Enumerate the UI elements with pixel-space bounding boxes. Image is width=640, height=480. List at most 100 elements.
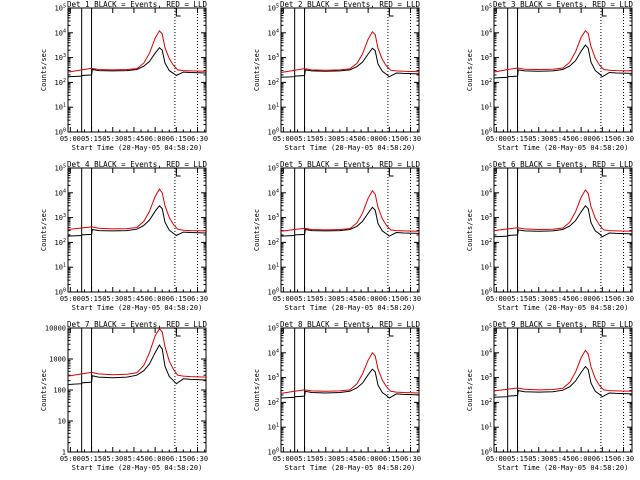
x-tick-label: 05:00 — [273, 295, 294, 303]
series-events — [67, 344, 207, 385]
x-tick-label: 06:30 — [400, 135, 421, 143]
y-tick-label: 103 — [268, 373, 279, 382]
top-bracket-marker — [175, 168, 181, 177]
x-tick-label: 06:15 — [166, 135, 187, 143]
x-tick-label: 05:00 — [60, 295, 81, 303]
y-tick-label: 100 — [53, 387, 66, 395]
series-events — [493, 44, 633, 79]
y-tick-label: 104 — [55, 28, 66, 37]
detector-panel-7: 1 10 100 1000 10000 05:00 05:15 05:30 05:45 06:00… — [40, 320, 208, 472]
plot-frame — [67, 327, 207, 453]
y-tick-label: 102 — [268, 398, 279, 407]
x-tick-label: 06:15 — [592, 295, 613, 303]
x-tick-label: 06:15 — [166, 295, 187, 303]
x-tick-label: 05:30 — [528, 455, 549, 463]
x-axis-label: Start Time (20-May-05 04:58:20) — [285, 144, 416, 152]
x-tick-label: 05:30 — [315, 295, 336, 303]
x-tick-label: 06:30 — [187, 455, 208, 463]
plot-frame — [493, 7, 633, 133]
x-tick-label: 06:00 — [145, 135, 166, 143]
series-lld — [493, 30, 633, 73]
y-tick-label: 102 — [55, 238, 66, 247]
y-axis-label: Counts/sec — [466, 49, 474, 91]
x-tick-label: 05:45 — [123, 135, 144, 143]
x-axis-label: Start Time (20-May-05 04:58:20) — [498, 144, 629, 152]
top-bracket-marker — [388, 168, 394, 177]
x-tick-label: 05:30 — [528, 135, 549, 143]
x-tick-label: 05:15 — [81, 135, 102, 143]
y-tick-label: 100 — [55, 288, 66, 297]
x-tick-label: 05:45 — [123, 455, 144, 463]
x-tick-label: 05:45 — [549, 455, 570, 463]
y-tick-label: 105 — [481, 164, 492, 173]
top-bracket-marker — [388, 8, 394, 17]
series-lld — [67, 188, 207, 232]
y-tick-label: 104 — [481, 188, 492, 197]
series-events — [280, 206, 420, 237]
y-tick-label: 100 — [268, 128, 279, 137]
y-tick-label: 100 — [481, 128, 492, 137]
series-events — [280, 368, 420, 399]
x-tick-label: 06:15 — [379, 455, 400, 463]
x-axis-label: Start Time (20-May-05 04:58:20) — [285, 464, 416, 472]
x-tick-label: 05:30 — [102, 135, 123, 143]
x-tick-label: 05:15 — [294, 295, 315, 303]
y-tick-label: 102 — [481, 78, 492, 87]
x-tick-label: 05:00 — [486, 295, 507, 303]
y-tick-label: 101 — [268, 103, 279, 112]
plot-frame — [67, 7, 207, 133]
y-tick-label: 104 — [481, 28, 492, 37]
panel-title: Det 9 BLACK = Events, RED = LLD — [493, 320, 633, 329]
panel-title: Det 6 BLACK = Events, RED = LLD — [493, 160, 633, 169]
y-tick-label: 101 — [268, 423, 279, 432]
y-axis-label: Counts/sec — [253, 369, 261, 411]
x-tick-label: 06:15 — [379, 295, 400, 303]
y-tick-label: 10 — [58, 418, 66, 426]
panel-title: Det 1 BLACK = Events, RED = LLD — [67, 0, 207, 9]
y-tick-label: 101 — [268, 263, 279, 272]
y-axis-label: Counts/sec — [253, 49, 261, 91]
x-tick-label: 06:00 — [358, 295, 379, 303]
y-tick-label: 105 — [268, 324, 279, 333]
x-tick-label: 05:15 — [81, 455, 102, 463]
x-tick-label: 05:00 — [60, 135, 81, 143]
y-tick-label: 102 — [268, 78, 279, 87]
x-tick-label: 06:00 — [358, 135, 379, 143]
y-axis-label: Counts/sec — [40, 369, 48, 411]
x-tick-label: 06:00 — [571, 295, 592, 303]
x-axis-label: Start Time (20-May-05 04:58:20) — [285, 304, 416, 312]
series-events — [493, 205, 633, 238]
x-tick-label: 06:00 — [145, 455, 166, 463]
x-tick-label: 05:30 — [315, 455, 336, 463]
y-tick-label: 103 — [55, 213, 66, 222]
x-tick-label: 06:30 — [613, 455, 634, 463]
series-events — [67, 46, 207, 78]
x-tick-label: 05:45 — [123, 295, 144, 303]
y-tick-label: 101 — [55, 103, 66, 112]
series-lld — [280, 30, 420, 73]
x-axis-label: Start Time (20-May-05 04:58:20) — [72, 144, 203, 152]
plot-frame — [280, 327, 420, 453]
y-axis-label: Counts/sec — [466, 369, 474, 411]
x-axis-label: Start Time (20-May-05 04:58:20) — [498, 464, 629, 472]
x-tick-label: 05:00 — [273, 455, 294, 463]
y-tick-label: 100 — [268, 288, 279, 297]
series-lld — [67, 327, 207, 378]
y-tick-label: 103 — [481, 213, 492, 222]
y-tick-label: 101 — [481, 263, 492, 272]
x-axis-label: Start Time (20-May-05 04:58:20) — [72, 464, 203, 472]
series-events — [280, 47, 420, 78]
y-tick-label: 104 — [268, 188, 279, 197]
y-tick-label: 1000 — [49, 356, 66, 364]
x-tick-label: 06:00 — [571, 455, 592, 463]
y-tick-label: 105 — [481, 324, 492, 333]
series-lld — [493, 189, 633, 232]
y-tick-label: 100 — [481, 288, 492, 297]
y-tick-label: 105 — [268, 4, 279, 13]
top-bracket-marker — [601, 328, 607, 337]
y-tick-label: 101 — [481, 423, 492, 432]
